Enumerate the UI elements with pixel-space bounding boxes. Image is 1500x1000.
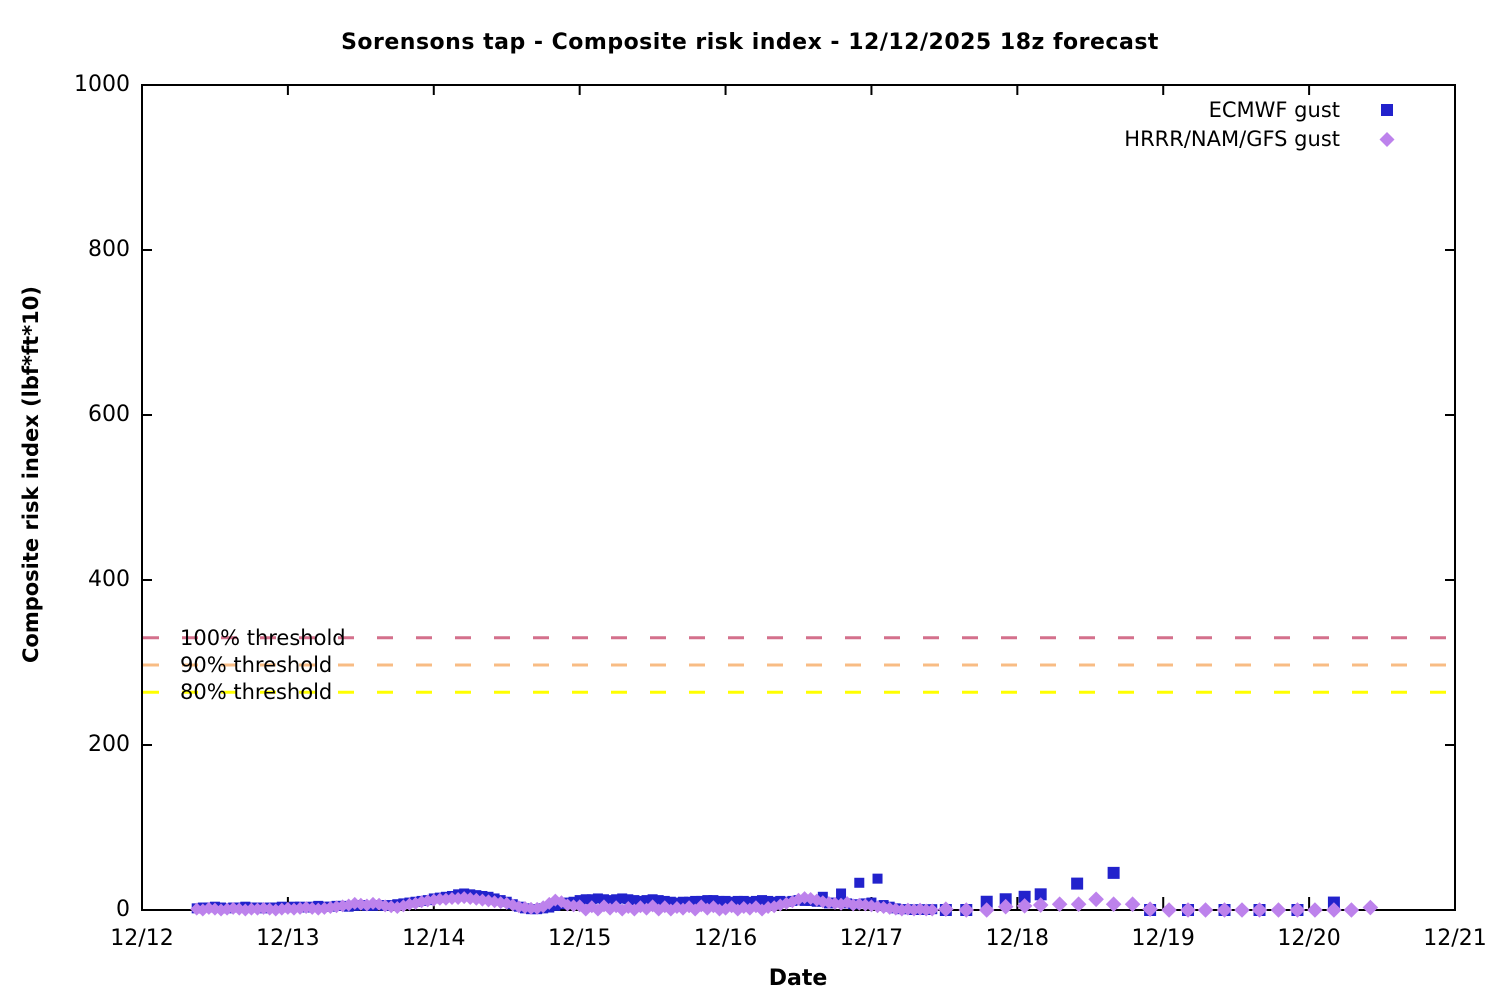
data-point-marker xyxy=(1307,902,1323,918)
chart-title: Sorensons tap - Composite risk index - 1… xyxy=(341,30,1159,55)
data-point-marker xyxy=(757,895,768,906)
data-point-marker xyxy=(1107,866,1120,879)
data-point-marker xyxy=(629,895,640,906)
data-point-marker xyxy=(958,902,975,918)
data-point-marker xyxy=(1124,896,1141,913)
data-point-marker xyxy=(598,894,609,905)
data-point-marker xyxy=(647,894,658,905)
threshold-label-90: 90% threshold xyxy=(180,653,333,677)
data-point-marker xyxy=(653,895,664,906)
data-point-marker xyxy=(1289,902,1306,918)
x-tick-label: 12/15 xyxy=(547,926,612,951)
data-point-marker xyxy=(738,895,749,906)
data-point-marker xyxy=(720,895,731,906)
data-point-marker xyxy=(1071,877,1084,890)
data-point-marker xyxy=(1216,902,1233,918)
data-point-marker xyxy=(665,896,676,907)
data-point-marker xyxy=(744,896,755,907)
data-point-marker xyxy=(1142,901,1158,917)
data-point-marker xyxy=(1234,902,1250,918)
legend-markers xyxy=(1379,104,1395,147)
data-point-marker xyxy=(1105,896,1122,913)
data-point-marker xyxy=(980,895,993,908)
data-point-marker xyxy=(763,895,774,906)
ecmwf-square-icon xyxy=(1381,104,1393,116)
x-tick-label: 12/18 xyxy=(985,926,1050,951)
x-tick-label: 12/16 xyxy=(693,926,758,951)
data-point-marker xyxy=(617,893,628,904)
data-point-marker xyxy=(1018,890,1031,903)
x-tick-label: 12/13 xyxy=(256,926,320,951)
data-point-marker xyxy=(605,895,616,906)
data-point-marker xyxy=(690,895,701,906)
y-tick-label: 1000 xyxy=(74,72,130,97)
y-tick-label: 0 xyxy=(116,897,130,922)
data-point-marker xyxy=(997,898,1014,915)
legend-label-ecmwf: ECMWF gust xyxy=(1208,98,1340,122)
data-point-marker xyxy=(708,895,719,906)
data-point-marker xyxy=(611,894,622,905)
legend-label-hrrr: HRRR/NAM/GFS gust xyxy=(1124,127,1340,151)
data-point-marker xyxy=(836,888,847,899)
x-tick-label: 12/20 xyxy=(1277,926,1341,951)
y-tick-label: 400 xyxy=(88,567,130,592)
data-point-marker xyxy=(678,896,689,907)
data-point-marker xyxy=(702,895,713,906)
hrrr-diamond-icon xyxy=(1379,132,1395,147)
data-point-marker xyxy=(1070,896,1087,913)
y-tick-label: 200 xyxy=(88,732,130,757)
data-point-marker xyxy=(714,895,725,906)
data-point-marker xyxy=(1251,902,1268,918)
data-point-marker xyxy=(978,902,995,918)
data-point-marker xyxy=(925,903,939,917)
data-point-marker xyxy=(1362,899,1379,916)
x-tick-label: 12/14 xyxy=(402,926,466,951)
data-point-marker xyxy=(1016,898,1033,914)
data-point-marker xyxy=(872,873,883,884)
data-point-marker xyxy=(623,894,634,905)
data-point-marker xyxy=(1197,902,1214,918)
x-tick-label: 12/17 xyxy=(839,926,904,951)
y-tick-label: 800 xyxy=(88,237,130,262)
data-point-marker xyxy=(1343,902,1360,918)
y-tick-label: 600 xyxy=(88,402,130,427)
x-axis-title: Date xyxy=(768,966,828,991)
x-tick-label: 12/12 xyxy=(110,926,174,951)
threshold-label-100: 100% threshold xyxy=(180,626,346,650)
data-point-marker xyxy=(1034,888,1047,901)
data-point-marker xyxy=(641,895,652,906)
x-tick-label: 12/19 xyxy=(1131,926,1195,951)
data-point-marker xyxy=(580,894,591,905)
data-point-marker xyxy=(1088,891,1104,908)
data-point-marker xyxy=(1051,896,1068,913)
threshold-label-80: 80% threshold xyxy=(180,680,333,704)
data-point-marker xyxy=(1270,902,1287,918)
data-point-marker xyxy=(854,877,865,888)
data-point-marker xyxy=(1180,902,1196,918)
data-point-marker xyxy=(938,901,954,917)
x-tick-label: 12/21 xyxy=(1423,926,1487,951)
data-point-marker xyxy=(1032,897,1049,913)
data-point-marker xyxy=(586,894,597,905)
data-point-marker xyxy=(1326,902,1342,918)
data-point-marker xyxy=(852,897,866,911)
data-point-marker xyxy=(1161,902,1177,918)
plot-border xyxy=(141,84,1456,911)
data-point-marker xyxy=(592,893,603,904)
data-point-marker xyxy=(732,895,743,906)
